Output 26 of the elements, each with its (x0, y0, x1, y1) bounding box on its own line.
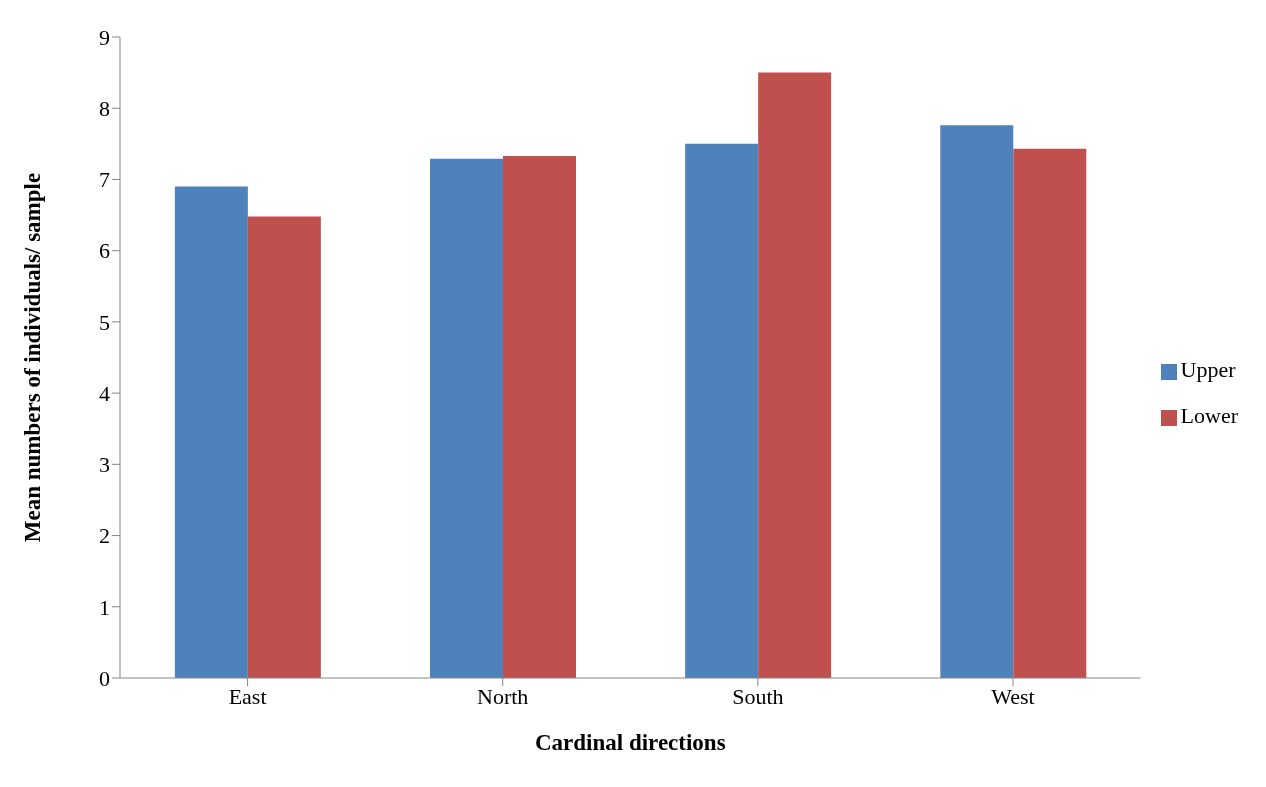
bar (1013, 148, 1087, 678)
bar (430, 158, 503, 678)
bar (503, 155, 576, 678)
y-tick-label: 9 (99, 24, 110, 50)
y-tick-label: 6 (99, 238, 110, 264)
x-tick-label: East (228, 683, 267, 709)
bar (247, 216, 321, 678)
y-tick-label: 4 (99, 380, 110, 406)
legend-label: Upper (1180, 357, 1236, 382)
x-tick-label: South (732, 683, 784, 709)
y-tick-label: 8 (99, 96, 110, 122)
y-axis-title: Mean numbers of individuals/ sample (20, 172, 46, 543)
x-tick-label: North (477, 683, 529, 709)
y-tick-label: 2 (99, 523, 110, 549)
bar (174, 186, 248, 678)
legend-label: Lower (1180, 403, 1238, 428)
x-axis-title: Cardinal directions (534, 730, 726, 755)
bar (940, 125, 1014, 678)
x-tick-label: West (991, 683, 1035, 709)
y-tick-label: 5 (99, 309, 110, 335)
bar (758, 72, 832, 678)
y-tick-label: 1 (99, 594, 110, 620)
y-tick-label: 7 (99, 167, 110, 193)
y-tick-label: 0 (99, 665, 110, 691)
y-tick-label: 3 (99, 452, 110, 478)
bar (685, 143, 759, 678)
